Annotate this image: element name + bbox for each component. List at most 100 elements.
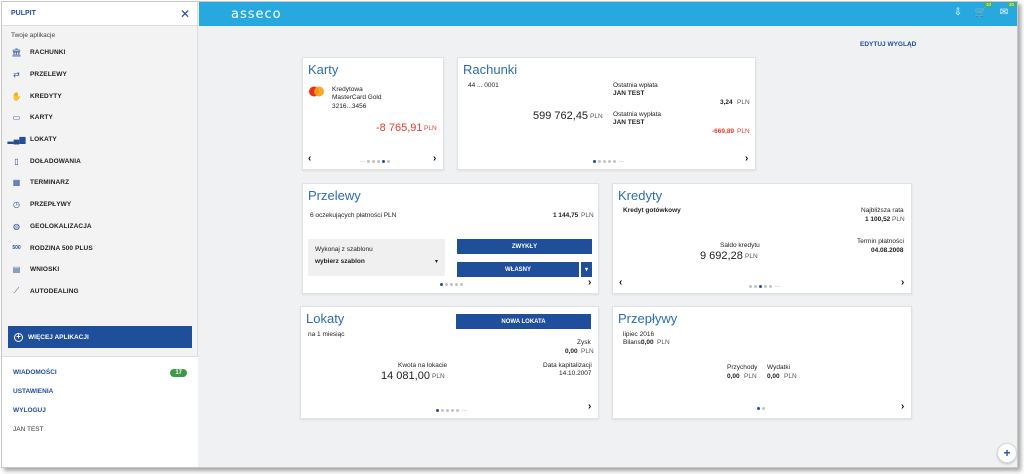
settings-label: USTAWIENIA [13, 388, 54, 395]
mail-icon[interactable]: ✉ 20 [999, 2, 1016, 18]
regular-transfer-button[interactable]: ZWYKŁY [457, 239, 592, 254]
carousel-dot[interactable] [757, 407, 760, 410]
sidebar-item-kredyty[interactable]: ✋ KREDYTY [2, 85, 197, 107]
add-widget-button[interactable]: + [997, 443, 1017, 463]
carousel-dot[interactable] [598, 159, 601, 163]
own-transfer-button[interactable]: WŁASNY [457, 262, 579, 277]
logout-label: WYLOGUJ [13, 407, 46, 414]
income-currency: PLN [744, 373, 757, 380]
carousel-dot[interactable] [764, 284, 767, 288]
sidebar-item-karty[interactable]: ▭ KARTY [2, 107, 197, 129]
deposit-currency: PLN [432, 373, 445, 380]
sidebar-item-wnioski[interactable]: ▤ WNIOSKI [2, 259, 197, 281]
user-name: JAN TEST [2, 420, 198, 439]
carousel-dot[interactable] [451, 408, 454, 412]
capitalization-date: 14.10.2007 [559, 370, 592, 377]
sidebar-item-rodzina-500[interactable]: 500 RODZINA 500 PLUS [2, 237, 197, 259]
sidebar-item-label: RODZINA 500 PLUS [30, 244, 93, 252]
income-label: Przychody [727, 364, 758, 371]
carousel-dot[interactable] [455, 283, 458, 286]
next-arrow-icon[interactable]: › [745, 153, 749, 164]
profit-currency: PLN [581, 348, 594, 355]
card-karty[interactable]: Karty Kredytowa MasterCard Gold 3216...3… [302, 57, 444, 170]
chart-line-icon: ⟋ [13, 286, 20, 296]
carousel-dot[interactable] [754, 284, 757, 288]
prev-arrow-icon[interactable]: ‹ [308, 153, 312, 164]
carousel-dot[interactable] [445, 283, 448, 286]
more-apps-button[interactable]: + WIĘCEJ APLIKACJI [8, 326, 192, 348]
sidebar-item-terminarz[interactable]: ▦ TERMINARZ [2, 172, 197, 194]
last-in-label: Ostatnia wpłata [613, 82, 658, 89]
next-installment-amount: 1 100,52 [865, 216, 891, 223]
carousel-dot[interactable] [367, 159, 371, 163]
carousel-dot[interactable] [387, 159, 391, 163]
carousel-dot[interactable] [769, 284, 772, 288]
card-title: Przepływy [618, 311, 678, 326]
carousel-dot[interactable] [460, 283, 463, 286]
carousel-dot[interactable] [377, 159, 381, 163]
next-installment-label: Najbliższa rata [861, 207, 904, 214]
card-lokaty[interactable]: Lokaty na 1 miesiąc NOWA LOKATA Zysk 0,0… [300, 306, 599, 419]
carousel-dot[interactable] [762, 407, 765, 410]
capitalization-label: Data kapitalizacji [543, 362, 592, 369]
prev-arrow-icon[interactable]: ‹ [619, 277, 623, 288]
carousel-dot[interactable] [446, 408, 449, 412]
next-arrow-icon[interactable]: › [433, 153, 437, 164]
card-title: Kredyty [618, 188, 663, 203]
carousel-dot[interactable] [382, 159, 386, 163]
messages-label: WIADOMOŚCI [13, 369, 57, 376]
next-arrow-icon[interactable]: › [901, 401, 905, 412]
sidebar-link-settings[interactable]: USTAWIENIA [2, 382, 198, 401]
sidebar-item-przeplywy[interactable]: ◷ PRZEPŁYWY [2, 194, 197, 216]
card-przelewy[interactable]: Przelewy 6 oczekujących płatności PLN 1 … [302, 183, 599, 294]
carousel-dot[interactable] [608, 159, 611, 163]
card-currency: PLN [424, 125, 437, 132]
edit-layout-link[interactable]: EDYTUJ WYGLĄD [860, 41, 917, 48]
sidebar-item-doladowania[interactable]: ▯ DOŁADOWANIA [2, 150, 197, 172]
card-kredyty[interactable]: Kredyty Kredyt gotówkowy Najbliższa rata… [612, 183, 912, 294]
carousel-dot[interactable] [759, 284, 762, 288]
download-icon[interactable]: ⇩ [953, 6, 963, 18]
sidebar-item-rachunki[interactable]: 🏛 RACHUNKI [2, 42, 197, 64]
carousel-dot[interactable] [450, 283, 453, 286]
carousel-dot[interactable] [749, 284, 752, 288]
bar-chart-icon: ▂▄▆ [7, 135, 26, 145]
sidebar-link-logout[interactable]: WYLOGUJ [2, 401, 198, 420]
carousel-dot[interactable] [372, 159, 376, 163]
carousel-dot[interactable] [440, 283, 443, 286]
new-deposit-button[interactable]: NOWA LOKATA [456, 314, 591, 329]
last-out-amount: -669,89 [712, 128, 735, 135]
next-arrow-icon[interactable]: › [901, 277, 905, 288]
plus-icon: + [14, 332, 23, 342]
sidebar-item-label: KARTY [30, 114, 53, 122]
carousel-dot[interactable] [603, 159, 606, 163]
carousel-dot[interactable] [441, 408, 444, 412]
dots-ellipsis: ... [360, 158, 366, 164]
template-select[interactable]: Wykonaj z szablonu wybierz szablon ▾ [308, 239, 445, 276]
sidebar-item-autodealing[interactable]: ⟋ AUTODEALING [2, 281, 197, 303]
sidebar-item-geolokalizacja[interactable]: ◍ GEOLOKALIZACJA [2, 216, 197, 238]
family-500-icon: 500 [12, 245, 21, 252]
own-transfer-dropdown-icon[interactable]: ▾ [580, 262, 592, 277]
carousel-dot[interactable] [456, 408, 459, 412]
card-rachunki[interactable]: Rachunki 44 ... 0001 599 762,45 PLN Osta… [457, 57, 756, 170]
sidebar-link-messages[interactable]: WIADOMOŚCI 17 [2, 363, 198, 382]
card-przeplywy[interactable]: Przepływy lipiec 2016 Bilans: 0,00 PLN P… [612, 306, 912, 419]
carousel-dot[interactable] [593, 159, 596, 163]
carousel-dots: ... [593, 158, 624, 164]
next-arrow-icon[interactable]: › [588, 401, 592, 412]
carousel-dot[interactable] [436, 408, 439, 412]
income-amount: 0,00 [727, 373, 740, 380]
globe-icon: ◍ [13, 221, 20, 231]
sidebar: PULPIT ✕ Twoje aplikacje 🏛 RACHUNKI ⇄ PRZE… [2, 2, 198, 467]
sidebar-item-przelewy[interactable]: ⇄ PRZELEWY [2, 64, 197, 86]
carousel-dot[interactable] [613, 159, 616, 163]
next-arrow-icon[interactable]: › [588, 277, 592, 288]
cart-icon[interactable]: 🛒 10 [974, 2, 993, 18]
sidebar-item-lokaty[interactable]: ▂▄▆ LOKATY [2, 129, 197, 151]
flow-month: lipiec 2016 [623, 331, 655, 338]
card-name: MasterCard Gold [332, 94, 382, 101]
flow-balance-label: Bilans: [623, 339, 643, 346]
close-icon[interactable]: ✕ [179, 6, 190, 21]
carousel-dots [757, 407, 765, 410]
